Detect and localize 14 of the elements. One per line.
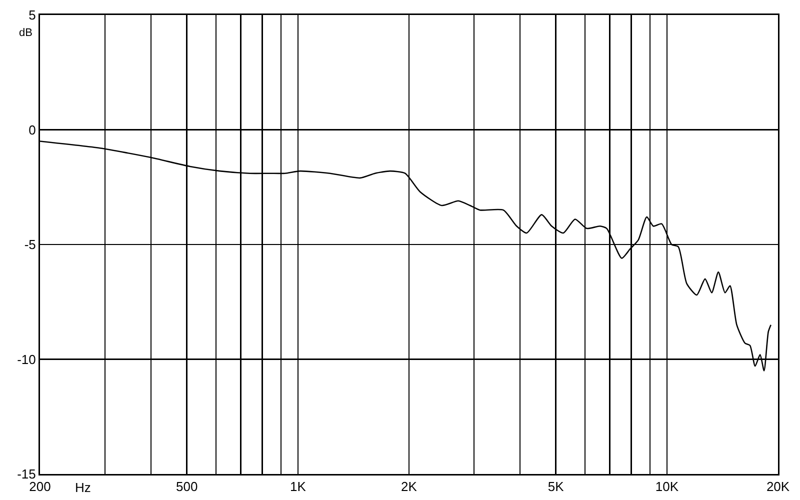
x-tick-label: 20K	[766, 479, 790, 494]
y-tick-label: 5	[28, 8, 36, 23]
x-tick-label: 1K	[290, 479, 306, 494]
x-tick-label: 2K	[401, 479, 418, 494]
y-tick-label: -5	[24, 237, 36, 252]
x-tick-label: 10K	[655, 479, 679, 494]
y-tick-label: 0	[28, 122, 36, 138]
y-axis-title: dB	[19, 27, 32, 39]
x-tick-label: 500	[176, 479, 198, 494]
y-tick-label: -10	[17, 352, 36, 367]
y-tick-label: -15	[17, 466, 36, 482]
x-axis-title: Hz	[75, 480, 91, 495]
x-tick-label: 200	[29, 479, 51, 494]
x-tick-label: 5K	[548, 479, 564, 494]
